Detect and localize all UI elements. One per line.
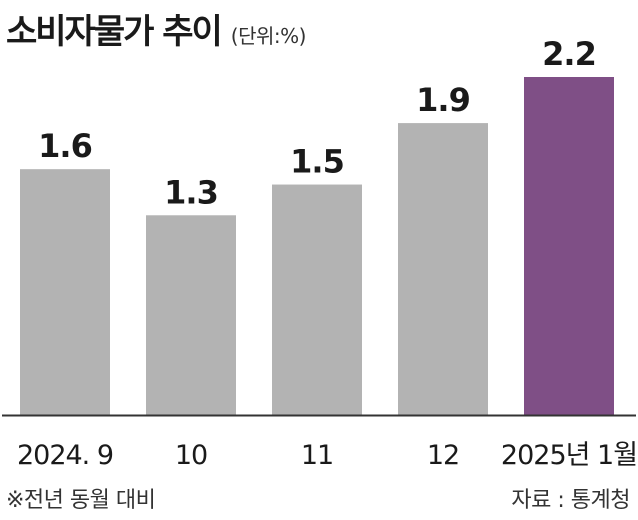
chart-title: 소비자물가 추이 (6, 12, 223, 52)
bar-2 (272, 184, 362, 415)
value-label-0: 1.6 (38, 127, 92, 165)
value-label-4: 2.2 (542, 35, 596, 73)
category-label-2: 11 (301, 440, 333, 471)
category-label-1: 10 (175, 440, 207, 471)
value-label-1: 1.3 (164, 173, 218, 211)
category-label-4: 2025년 1월 (501, 440, 637, 471)
unit-label: (단위:%) (230, 24, 307, 48)
category-label-3: 12 (427, 440, 459, 471)
value-label-3: 1.9 (416, 81, 470, 119)
bar-3 (398, 123, 488, 415)
footnote: ※전년 동월 대비 (6, 488, 156, 513)
bar-4 (524, 77, 614, 415)
bar-0 (20, 169, 110, 415)
category-label-0: 2024. 9 (17, 440, 113, 471)
value-label-2: 1.5 (290, 143, 344, 181)
source-note: 자료 : 통계청 (511, 488, 630, 513)
bar-1 (146, 215, 236, 415)
title-row: 소비자물가 추이 (단위:%) (6, 4, 307, 52)
